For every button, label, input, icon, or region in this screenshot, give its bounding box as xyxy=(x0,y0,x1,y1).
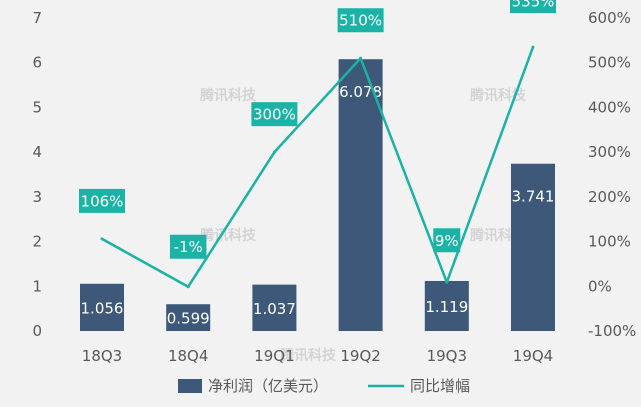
line-value-labels: 106% -1% 300% 510% 9% 535% xyxy=(79,0,556,259)
right-axis-tick-label: 0% xyxy=(588,277,612,295)
right-axis-tick-label: 300% xyxy=(588,143,631,161)
right-axis: -100% 0% 100% 200% 300% 400% 500% 600% xyxy=(588,9,636,340)
category-label: 19Q1 xyxy=(254,347,294,365)
right-axis-tick-label: -100% xyxy=(588,322,636,340)
bar xyxy=(252,284,297,331)
line-point xyxy=(359,56,363,60)
watermark-text: 腾讯科技 xyxy=(200,87,257,104)
legend: 净利润（亿美元） 同比增幅 xyxy=(178,377,470,395)
legend-line-label: 同比增幅 xyxy=(410,377,470,395)
category-label: 18Q3 xyxy=(82,347,122,365)
line-value-box xyxy=(510,0,556,14)
bar-value-label: 3.741 xyxy=(512,188,555,206)
bar xyxy=(166,304,211,331)
line-value-label: 510% xyxy=(339,12,382,30)
category-label: 18Q4 xyxy=(168,347,208,365)
bar-value-label: 1.056 xyxy=(81,299,124,317)
right-axis-tick-label: 600% xyxy=(588,9,631,27)
line-value-box xyxy=(79,188,125,213)
right-axis-tick-label: 500% xyxy=(588,54,631,72)
bar-value-label: 1.119 xyxy=(425,298,468,316)
legend-bar-swatch xyxy=(178,379,202,393)
line-value-label: -1% xyxy=(174,238,203,256)
category-label: 19Q2 xyxy=(340,347,380,365)
line-series xyxy=(100,45,535,289)
line-point xyxy=(100,237,104,241)
category-label: 19Q3 xyxy=(427,347,467,365)
line-value-label: 535% xyxy=(512,0,555,11)
left-axis-tick-label: 5 xyxy=(32,98,42,116)
legend-bar-label: 净利润（亿美元） xyxy=(208,377,328,395)
left-axis-tick-label: 6 xyxy=(32,54,42,72)
line-value-box xyxy=(433,228,461,253)
right-axis-tick-label: 200% xyxy=(588,188,631,206)
left-axis: 0 1 2 3 4 5 6 7 xyxy=(32,9,42,340)
left-axis-tick-label: 3 xyxy=(32,188,42,206)
right-axis-tick-label: 100% xyxy=(588,233,631,251)
bar-value-label: 0.599 xyxy=(167,310,210,328)
line-value-label: 106% xyxy=(81,192,124,210)
left-axis-tick-label: 0 xyxy=(32,322,42,340)
left-axis-tick-label: 1 xyxy=(32,277,42,295)
line-value-label: 9% xyxy=(435,232,459,250)
left-axis-tick-label: 7 xyxy=(32,9,42,27)
bar-value-label: 1.037 xyxy=(253,300,296,318)
left-axis-tick-label: 2 xyxy=(32,233,42,251)
right-axis-tick-label: 400% xyxy=(588,98,631,116)
line-value-box xyxy=(169,234,207,259)
line-value-box xyxy=(251,102,298,127)
category-axis: 18Q3 18Q4 19Q1 19Q2 19Q3 19Q4 xyxy=(82,347,553,365)
left-axis-tick-label: 4 xyxy=(32,143,42,161)
bar-series xyxy=(80,59,555,332)
watermark-text: 腾讯科技 xyxy=(200,227,257,244)
bar xyxy=(338,59,383,332)
watermark-text: 腾讯科技 xyxy=(280,347,337,364)
line-value-label: 300% xyxy=(253,106,296,124)
line-point xyxy=(272,150,276,154)
line-point xyxy=(186,285,190,289)
line-value-box xyxy=(337,8,384,33)
category-label: 19Q4 xyxy=(513,347,553,365)
line-point xyxy=(445,280,449,284)
bar xyxy=(80,283,124,331)
bar xyxy=(424,280,469,331)
line-point xyxy=(531,45,535,49)
bar xyxy=(511,163,555,331)
line-path xyxy=(101,46,535,288)
